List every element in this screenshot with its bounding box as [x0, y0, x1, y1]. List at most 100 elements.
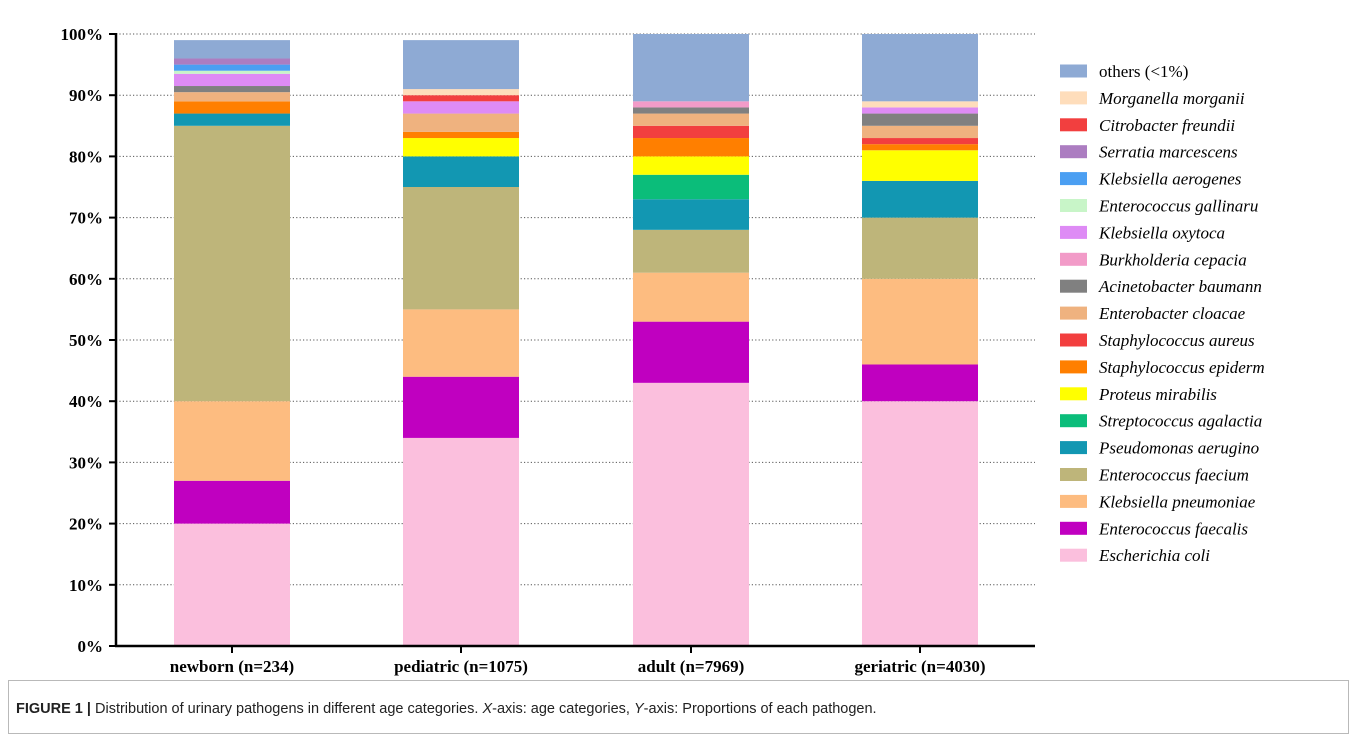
x-tick-label: newborn (n=234): [170, 657, 294, 676]
bar-segment: [403, 95, 519, 102]
bar-segment: [403, 156, 519, 187]
legend-swatch: [1060, 494, 1087, 508]
bar-segment: [403, 89, 519, 96]
bar-segment: [862, 144, 978, 151]
bar-segment: [403, 309, 519, 377]
legend-label: others (<1%): [1099, 62, 1188, 81]
legend-label: Pseudomonas aerugino: [1098, 439, 1259, 458]
y-tick-label: 90%: [69, 86, 103, 105]
legend-label: Serratia marcescens: [1099, 143, 1238, 162]
legend: others (<1%) Morganella morganii Citrobact…: [1060, 62, 1265, 565]
bar-segment: [174, 86, 290, 93]
legend-swatch: [1060, 225, 1087, 239]
legend-swatch: [1060, 172, 1087, 186]
bar-segment: [403, 101, 519, 114]
stacked-bar-chart: 0% 10% 20% 30% 40% 50% 60% 70% 80% 90% 100% newborn…: [61, 25, 1265, 676]
bar-segment: [862, 364, 978, 402]
legend-swatch: [1060, 414, 1087, 428]
bar-segment: [633, 229, 749, 273]
legend-label: Staphylococcus aureus: [1099, 331, 1255, 350]
caption-part: Distribution of urinary pathogens in dif…: [90, 701, 483, 717]
caption-label: FIGURE 1 |: [16, 701, 91, 717]
legend-label: Morganella morganii: [1098, 89, 1245, 108]
bar-segment: [633, 34, 749, 102]
legend-swatch: [1060, 387, 1087, 401]
caption-part: -axis: Proportions of each pathogen.: [643, 701, 877, 717]
bar-segment: [862, 138, 978, 145]
bar-segment: [633, 125, 749, 139]
bar-segment: [174, 64, 290, 71]
bar-segment: [174, 58, 290, 65]
legend-label: Acinetobacter baumann: [1098, 277, 1262, 296]
y-tick-label: 30%: [69, 453, 103, 472]
legend-swatch: [1060, 91, 1087, 105]
legend-swatch: [1060, 306, 1087, 320]
bar-segment: [633, 113, 749, 126]
legend-label: Enterococcus faecalis: [1098, 519, 1248, 538]
legend-label: Streptococcus agalactia: [1099, 412, 1262, 431]
bar-segment: [174, 73, 290, 87]
legend-label: Enterococcus gallinaru: [1098, 197, 1258, 216]
figure-caption: FIGURE 1 | Distribution of urinary patho…: [16, 701, 1336, 717]
legend-label: Escherichia coli: [1098, 546, 1210, 565]
legend-swatch: [1060, 64, 1087, 78]
bar-segment: [403, 376, 519, 438]
caption-part: X: [482, 701, 493, 717]
bars: [174, 34, 978, 646]
legend-label: Klebsiella pneumoniae: [1098, 492, 1256, 511]
bar-segment: [403, 131, 519, 139]
bar-segment: [403, 40, 519, 90]
bar-segment: [174, 125, 290, 402]
bar-segment: [633, 272, 749, 322]
y-tick-label: 40%: [69, 392, 103, 411]
legend-label: Staphylococcus epiderm: [1099, 358, 1265, 377]
y-tick-label: 20%: [69, 515, 103, 534]
bar-segment: [174, 101, 290, 114]
bar-segment: [862, 217, 978, 279]
bar-segment: [633, 199, 749, 230]
x-tick-label: pediatric (n=1075): [394, 657, 528, 676]
y-tick-label: 60%: [69, 270, 103, 289]
legend-swatch: [1060, 333, 1087, 347]
bar-segment: [862, 107, 978, 114]
legend-swatch: [1060, 468, 1087, 481]
legend-label: Burkholderia cepacia: [1099, 250, 1247, 269]
bar-segment: [862, 113, 978, 126]
bar-segment: [174, 401, 290, 481]
legend-swatch: [1060, 360, 1087, 374]
caption-box: [8, 680, 1349, 734]
bar-segment: [403, 138, 519, 157]
y-tick-label: 10%: [69, 576, 103, 595]
bar-segment: [862, 278, 978, 365]
axes: 0% 10% 20% 30% 40% 50% 60% 70% 80% 90% 100% newborn…: [61, 25, 1035, 676]
legend-label: Citrobacter freundii: [1099, 116, 1235, 135]
bar-segment: [862, 401, 978, 646]
bar-segment: [174, 480, 290, 524]
y-tick-label: 70%: [69, 209, 103, 228]
bar-segment: [403, 113, 519, 132]
y-tick-label: 100%: [61, 25, 104, 44]
bar-segment: [633, 321, 749, 383]
legend-swatch: [1060, 118, 1087, 132]
y-tick-label: 80%: [69, 147, 103, 166]
bar-segment: [862, 101, 978, 108]
bar-segment: [633, 138, 749, 157]
legend-swatch: [1060, 441, 1087, 455]
bar-segment: [633, 101, 749, 108]
legend-label: Enterobacter cloacae: [1098, 304, 1246, 323]
legend-label: Klebsiella aerogenes: [1098, 170, 1242, 189]
legend-label: Enterococcus faecium: [1098, 466, 1249, 485]
x-tick-label: adult (n=7969): [638, 657, 745, 676]
bar-segment: [862, 150, 978, 181]
caption-part: Y: [633, 701, 644, 717]
bar-segment: [862, 34, 978, 102]
bar-segment: [403, 437, 519, 646]
y-tick-label: 0%: [78, 637, 104, 656]
bar-segment: [633, 382, 749, 646]
bar-segment: [403, 187, 519, 310]
legend-swatch: [1060, 252, 1087, 266]
bar-segment: [174, 92, 290, 102]
caption-text: Distribution of urinary pathogens in dif…: [91, 701, 877, 717]
bar-segment: [174, 113, 290, 126]
